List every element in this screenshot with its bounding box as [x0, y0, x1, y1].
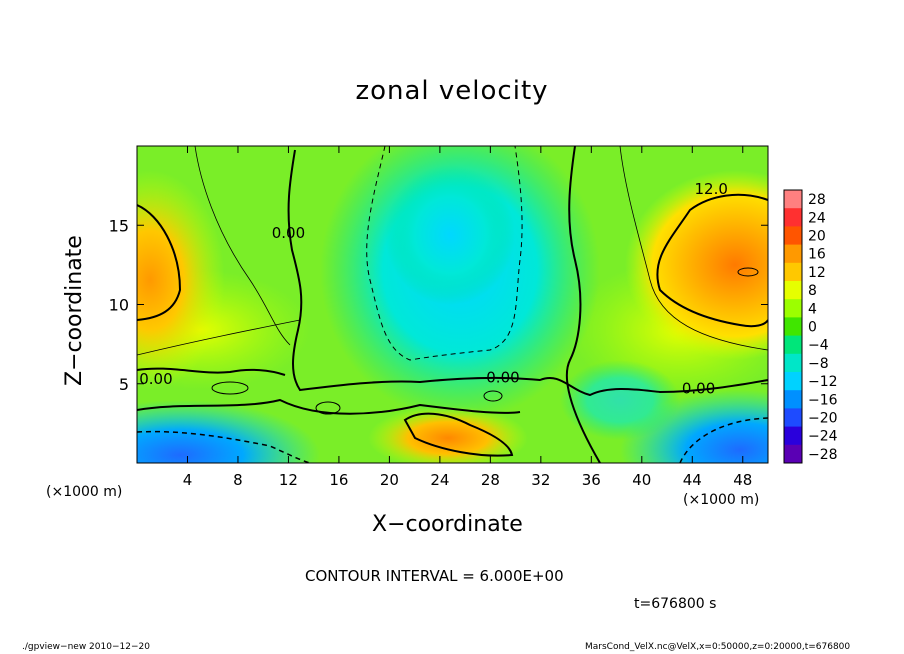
contour-label: 0.00	[682, 380, 715, 398]
contour-zero-left	[137, 367, 286, 376]
colorbar-label: 12	[808, 265, 826, 281]
x-tick-label: 44	[683, 471, 702, 489]
y-axis-label: Z−coordinate	[62, 235, 87, 386]
x-tick-label: 12	[279, 471, 298, 489]
contour-small-closed-1	[211, 381, 249, 395]
colorbar-swatch	[784, 281, 802, 300]
colorbar-label: −24	[808, 429, 838, 445]
x-tick-label: 8	[233, 471, 243, 489]
colorbar-swatch	[784, 317, 802, 337]
x-unit-left: (×1000 m)	[46, 484, 123, 500]
y-axis: 5 10 15	[109, 216, 768, 394]
x-axis-label: X−coordinate	[372, 512, 523, 537]
colorbar-label: 0	[808, 320, 817, 336]
heatmap-field	[137, 146, 768, 463]
contour-thin-bottom	[137, 319, 301, 356]
colorbar-swatch	[784, 208, 802, 227]
colorbar-frame	[783, 189, 803, 464]
y-tick-label: 15	[109, 216, 129, 235]
colorbar-swatch	[784, 444, 802, 464]
x-tick-label: 48	[733, 471, 752, 489]
colorbar-swatch	[784, 335, 802, 355]
colorbar-swatch	[784, 408, 802, 428]
contour-interval-text: CONTOUR INTERVAL = 6.000E+00	[305, 567, 564, 585]
footer-right-text: MarsCond_VelX.nc@VelX,x=0:50000,z=0:2000…	[585, 642, 851, 652]
contour-zero-right	[565, 146, 601, 463]
colorbar-swatch	[784, 244, 802, 264]
colorbar-label: −28	[808, 447, 838, 463]
contour-small-closed-3	[737, 267, 759, 277]
contour-neg6-center	[366, 146, 523, 361]
colorbar-label: 4	[808, 301, 817, 317]
contour-small-closed-4	[315, 401, 341, 415]
y-tick-label: 5	[119, 375, 129, 394]
colorbar-label: 20	[808, 229, 826, 245]
colorbar-label: 24	[808, 210, 826, 226]
contour-label: 0.00	[272, 224, 305, 242]
contour-thin-right	[619, 146, 768, 351]
x-tick-label: 40	[632, 471, 651, 489]
x-tick-label: 20	[380, 471, 399, 489]
colorbar-label: 8	[808, 283, 817, 299]
contour-label: 12.0	[695, 180, 728, 198]
colorbar-swatch	[784, 390, 802, 409]
x-tick-label: 32	[531, 471, 550, 489]
x-axis: 4 8 12 16 20 24 28 32 36 40 44 48	[183, 146, 752, 489]
contour-label: 0.00	[486, 368, 519, 386]
colorbar-swatch	[784, 190, 802, 209]
contour-label: 0.00	[139, 370, 172, 388]
colorbar: 28 24 20 16 12 8 4 0 −4 −8 −12 −16 −20 −24 −28	[783, 189, 838, 464]
footer-left-text: ./gpview−new 2010−12−20	[22, 642, 150, 652]
colorbar-label: −4	[808, 338, 829, 354]
x-tick-label: 36	[582, 471, 601, 489]
colorbar-label: 28	[808, 192, 826, 208]
colorbar-label: −12	[808, 374, 838, 390]
colorbar-swatch	[784, 226, 802, 246]
contour-lines	[137, 146, 768, 463]
x-tick-label: 28	[481, 471, 500, 489]
y-tick-label: 10	[109, 296, 129, 315]
colorbar-label: 16	[808, 247, 826, 263]
x-tick-label: 24	[430, 471, 449, 489]
colorbar-swatch	[784, 426, 802, 446]
x-tick-label: 4	[183, 471, 193, 489]
colorbar-swatch	[784, 372, 802, 391]
time-text: t=676800 s	[634, 596, 717, 612]
x-unit-right: (×1000 m)	[683, 492, 760, 508]
contour-zero-main	[287, 149, 768, 397]
colorbar-swatch	[784, 262, 802, 282]
chart-title: zonal velocity	[355, 76, 549, 106]
contour-twelve-left	[137, 204, 182, 321]
contour-small-closed-2	[483, 390, 503, 402]
colorbar-swatch	[784, 299, 802, 318]
colorbar-label: −16	[808, 392, 838, 408]
contour-thin-left	[194, 146, 291, 346]
contour-labels: 0.00 0.00 0.00 0.00 12.0	[139, 180, 728, 398]
contour-twelve-right	[656, 193, 768, 328]
contour-zero-lower	[137, 398, 521, 415]
contour-neg6-left	[137, 430, 311, 463]
colorbar-swatch	[784, 353, 802, 373]
colorbar-label: −20	[808, 411, 838, 427]
x-tick-label: 16	[329, 471, 348, 489]
colorbar-label: −8	[808, 356, 829, 372]
contour-twelve-center	[403, 412, 514, 457]
